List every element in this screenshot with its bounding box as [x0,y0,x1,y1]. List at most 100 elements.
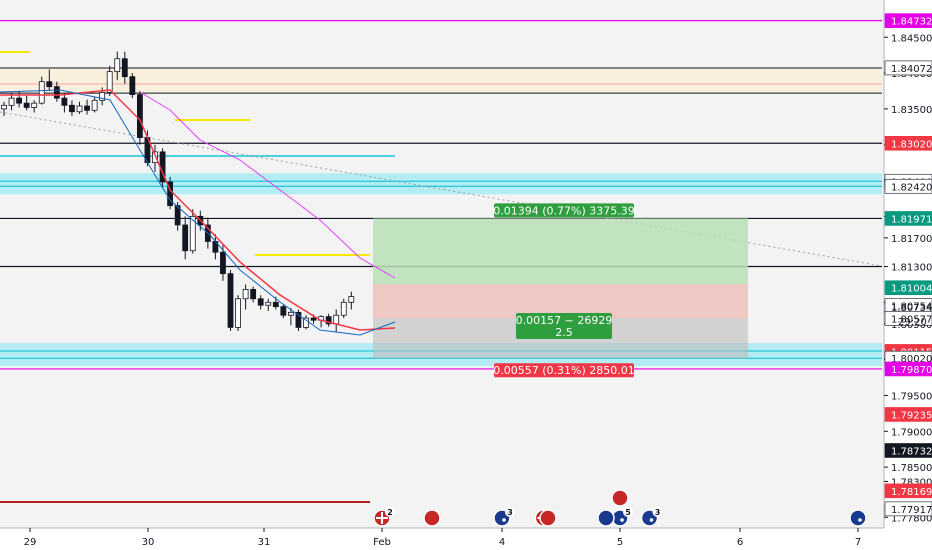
price-label-tag: 1.78732 [884,443,932,458]
price-tick-label: 1.83500 [891,105,932,116]
candle-body [1,104,7,110]
candle-body [23,102,30,108]
event-count-text: 5 [625,508,631,517]
australia-flag-icon [597,509,615,527]
candle [46,69,53,91]
price-label-tag: 1.80577 [884,311,932,326]
candle-body [295,311,302,328]
candle-body [99,92,106,101]
candle [280,303,287,319]
candle-body [8,97,15,106]
moving-average-violet [139,91,396,279]
economic-event-marker[interactable]: 3 [493,507,515,527]
price-label-text: 1.84072 [891,64,932,75]
position-stop-label-text: 0.00557 (0.31%) 2850.01 [493,364,635,377]
candle [61,93,68,113]
candle [295,309,302,331]
candle [8,93,15,111]
price-label-tag: 1.83020 [884,135,932,151]
price-label-bg [884,443,932,458]
candle [106,65,113,96]
price-label-text: 1.82420 [891,182,932,193]
position-stop-label-bg [494,363,634,378]
candle-body [182,224,189,252]
candle [114,51,121,81]
price-label-tag: 1.81971 [884,211,932,226]
price-label-tag: 1.84072 [884,60,932,76]
moving-average-red [0,89,396,331]
event-count-text: 3 [507,508,513,517]
price-label-bg [884,501,932,517]
price-label-text: 1.79235 [891,410,932,421]
price-tick-label: 1.77800 [891,513,932,524]
position-target-label-bg [494,203,634,218]
candle-body [303,317,309,328]
economic-event-marker[interactable]: 3 [640,507,663,527]
price-label-text: 1.81004 [891,284,932,295]
price-label-tag: 1.84732 [884,13,932,28]
time-tick-label: 30 [142,537,155,548]
candle-body [272,301,279,308]
candle-body [287,311,294,316]
price-tick-label: 1.78500 [891,463,932,474]
candle [31,100,38,113]
event-count-badge [385,507,395,517]
time-tick-label: Feb [373,537,391,548]
candle-body [235,298,241,328]
candle-body [189,215,196,252]
flag-star [502,518,506,522]
event-count-badge [652,507,663,517]
candle-body [227,273,234,328]
time-tick-label: 29 [24,537,37,548]
economic-event-marker[interactable]: 2 [373,507,395,527]
candle [91,97,98,113]
candle-body [53,86,60,99]
economic-event-marker[interactable] [849,509,867,527]
candle-body [325,316,332,325]
candle [340,298,347,319]
candle [69,100,75,117]
zone-box [0,68,882,94]
price-tick-label: 1.78300 [891,477,932,488]
price-label-tag: 1.78169 [884,483,932,499]
uk-flag-icon [423,509,441,527]
event-count-badge [505,507,515,517]
candle-body [31,102,38,108]
price-tick-label: 1.84500 [891,33,932,44]
candle-body [174,205,181,226]
candle [53,81,60,102]
price-label-bg [884,135,932,151]
candle [287,308,294,326]
uk-flag-icon [611,489,629,507]
flag-star [649,518,654,522]
candle-body [250,289,257,300]
candle-body [136,94,143,138]
candle-body [167,181,174,207]
candle [325,313,332,327]
price-label-tag: 1.81004 [884,280,932,296]
candle [84,99,90,115]
candle-body [152,151,158,164]
candle [182,216,189,260]
candle-body [114,58,121,73]
time-axis-background [0,528,884,550]
candle-body [265,301,272,306]
candle-body [38,81,45,104]
time-tick-label: 7 [855,537,861,548]
price-label-bg [884,280,932,296]
candle-countdown-label: 29:20 [898,317,927,328]
price-label-tag: 1.77917 [884,501,932,517]
candle [220,245,226,281]
price-label-text: 1.80577 [891,314,932,325]
candle-body [348,296,355,303]
zone-box [0,173,882,195]
candle [235,295,241,331]
candle [121,51,128,84]
candle [265,298,272,311]
candle [189,209,196,254]
uk-flag-icon [539,509,557,527]
candle [16,90,23,108]
